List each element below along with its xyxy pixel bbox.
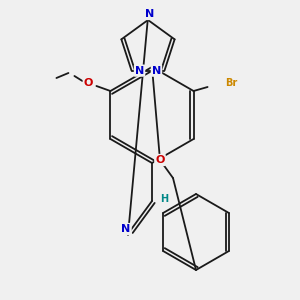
- Text: Br: Br: [226, 78, 238, 88]
- Text: N: N: [135, 66, 144, 76]
- Text: N: N: [146, 9, 154, 19]
- Text: N: N: [152, 66, 161, 76]
- Text: O: O: [155, 155, 165, 165]
- Text: H: H: [160, 194, 168, 204]
- Text: O: O: [84, 78, 93, 88]
- Text: N: N: [122, 224, 130, 234]
